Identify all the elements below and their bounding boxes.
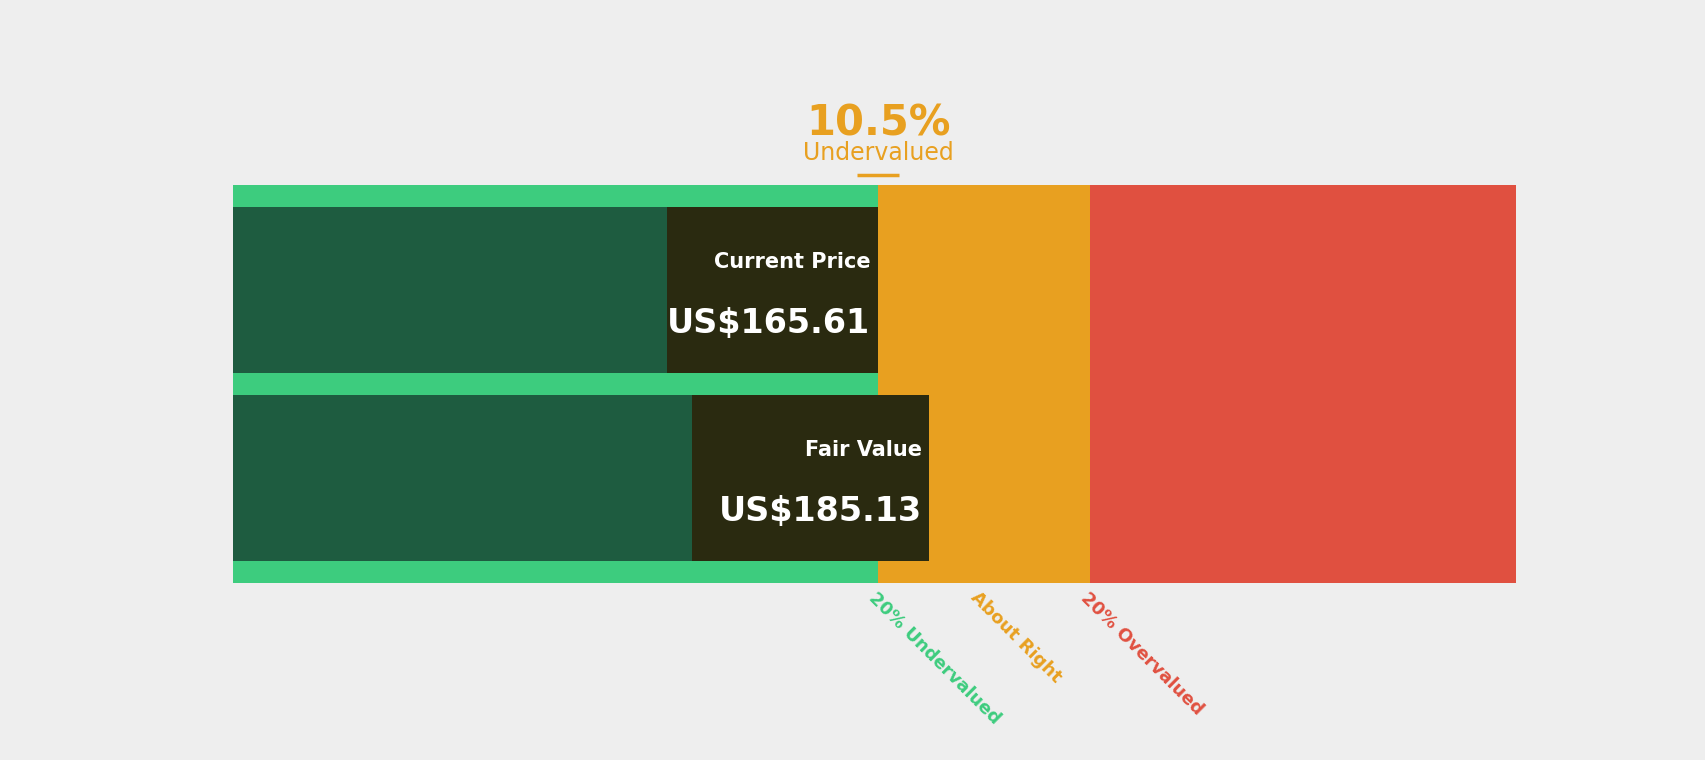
Text: Fair Value: Fair Value <box>805 439 921 460</box>
Text: Current Price: Current Price <box>713 252 870 271</box>
Bar <box>234 394 929 561</box>
Bar <box>667 207 878 373</box>
Text: 20% Overvalued: 20% Overvalued <box>1076 588 1205 718</box>
Bar <box>692 394 929 561</box>
Bar <box>234 207 878 373</box>
Text: Undervalued: Undervalued <box>803 141 953 165</box>
Text: 10.5%: 10.5% <box>805 103 950 144</box>
Text: 20% Undervalued: 20% Undervalued <box>864 588 1004 727</box>
Text: US$185.13: US$185.13 <box>718 495 921 527</box>
Bar <box>1089 185 1514 583</box>
Bar <box>878 185 1089 583</box>
Bar <box>234 185 878 583</box>
Text: About Right: About Right <box>967 588 1064 686</box>
Text: US$165.61: US$165.61 <box>667 306 870 340</box>
